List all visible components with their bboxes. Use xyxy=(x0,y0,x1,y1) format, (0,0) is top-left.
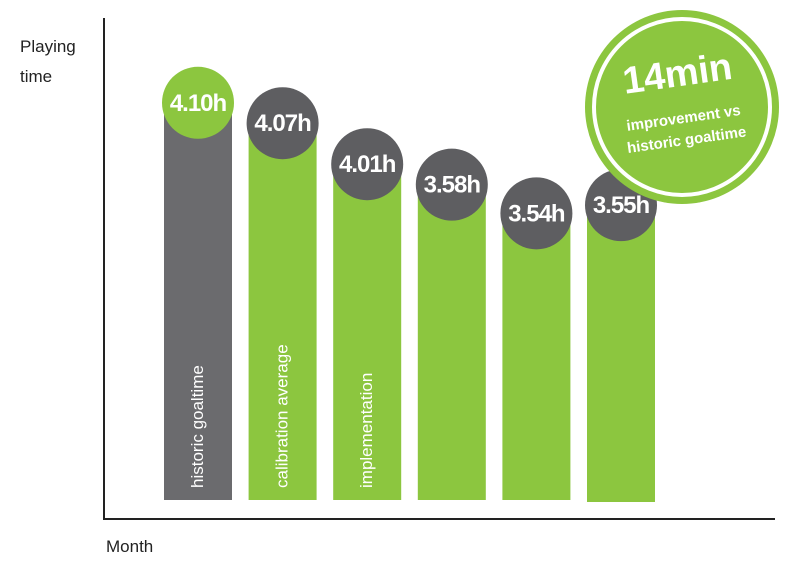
value-label-2: 4.07h xyxy=(254,110,311,137)
y-axis-title: Playing time xyxy=(20,32,90,92)
y-axis-title-line2: time xyxy=(20,67,53,86)
x-axis-title: Month xyxy=(106,537,154,556)
value-label-5: 3.54h xyxy=(508,200,565,227)
y-axis-title-line1: Playing xyxy=(20,37,76,56)
callout-ring xyxy=(592,17,772,197)
value-bubble-5 xyxy=(500,177,573,250)
bar-4 xyxy=(417,184,486,500)
bar-1 xyxy=(164,102,232,500)
value-label-4: 3.58h xyxy=(424,172,481,199)
value-label-1: 4.10h xyxy=(170,90,227,117)
bar-2 xyxy=(248,123,317,500)
category-label-2: calibration average xyxy=(273,344,292,488)
value-bubble-1 xyxy=(162,66,234,139)
value-bubble-3 xyxy=(331,128,404,201)
bar-3 xyxy=(333,164,402,500)
category-label-1: historic goaltime xyxy=(188,365,207,488)
bars-layer: historic goaltime 4.10h calibration averag… xyxy=(162,66,657,502)
bar-6 xyxy=(587,205,655,502)
value-bubble-4 xyxy=(415,148,488,221)
bar-5 xyxy=(502,213,571,501)
value-label-6: 3.55h xyxy=(593,192,650,219)
callout-circle xyxy=(585,10,779,204)
value-bubble-2 xyxy=(246,87,319,160)
value-label-3: 4.01h xyxy=(339,151,396,178)
category-label-3: implementation xyxy=(357,373,376,488)
